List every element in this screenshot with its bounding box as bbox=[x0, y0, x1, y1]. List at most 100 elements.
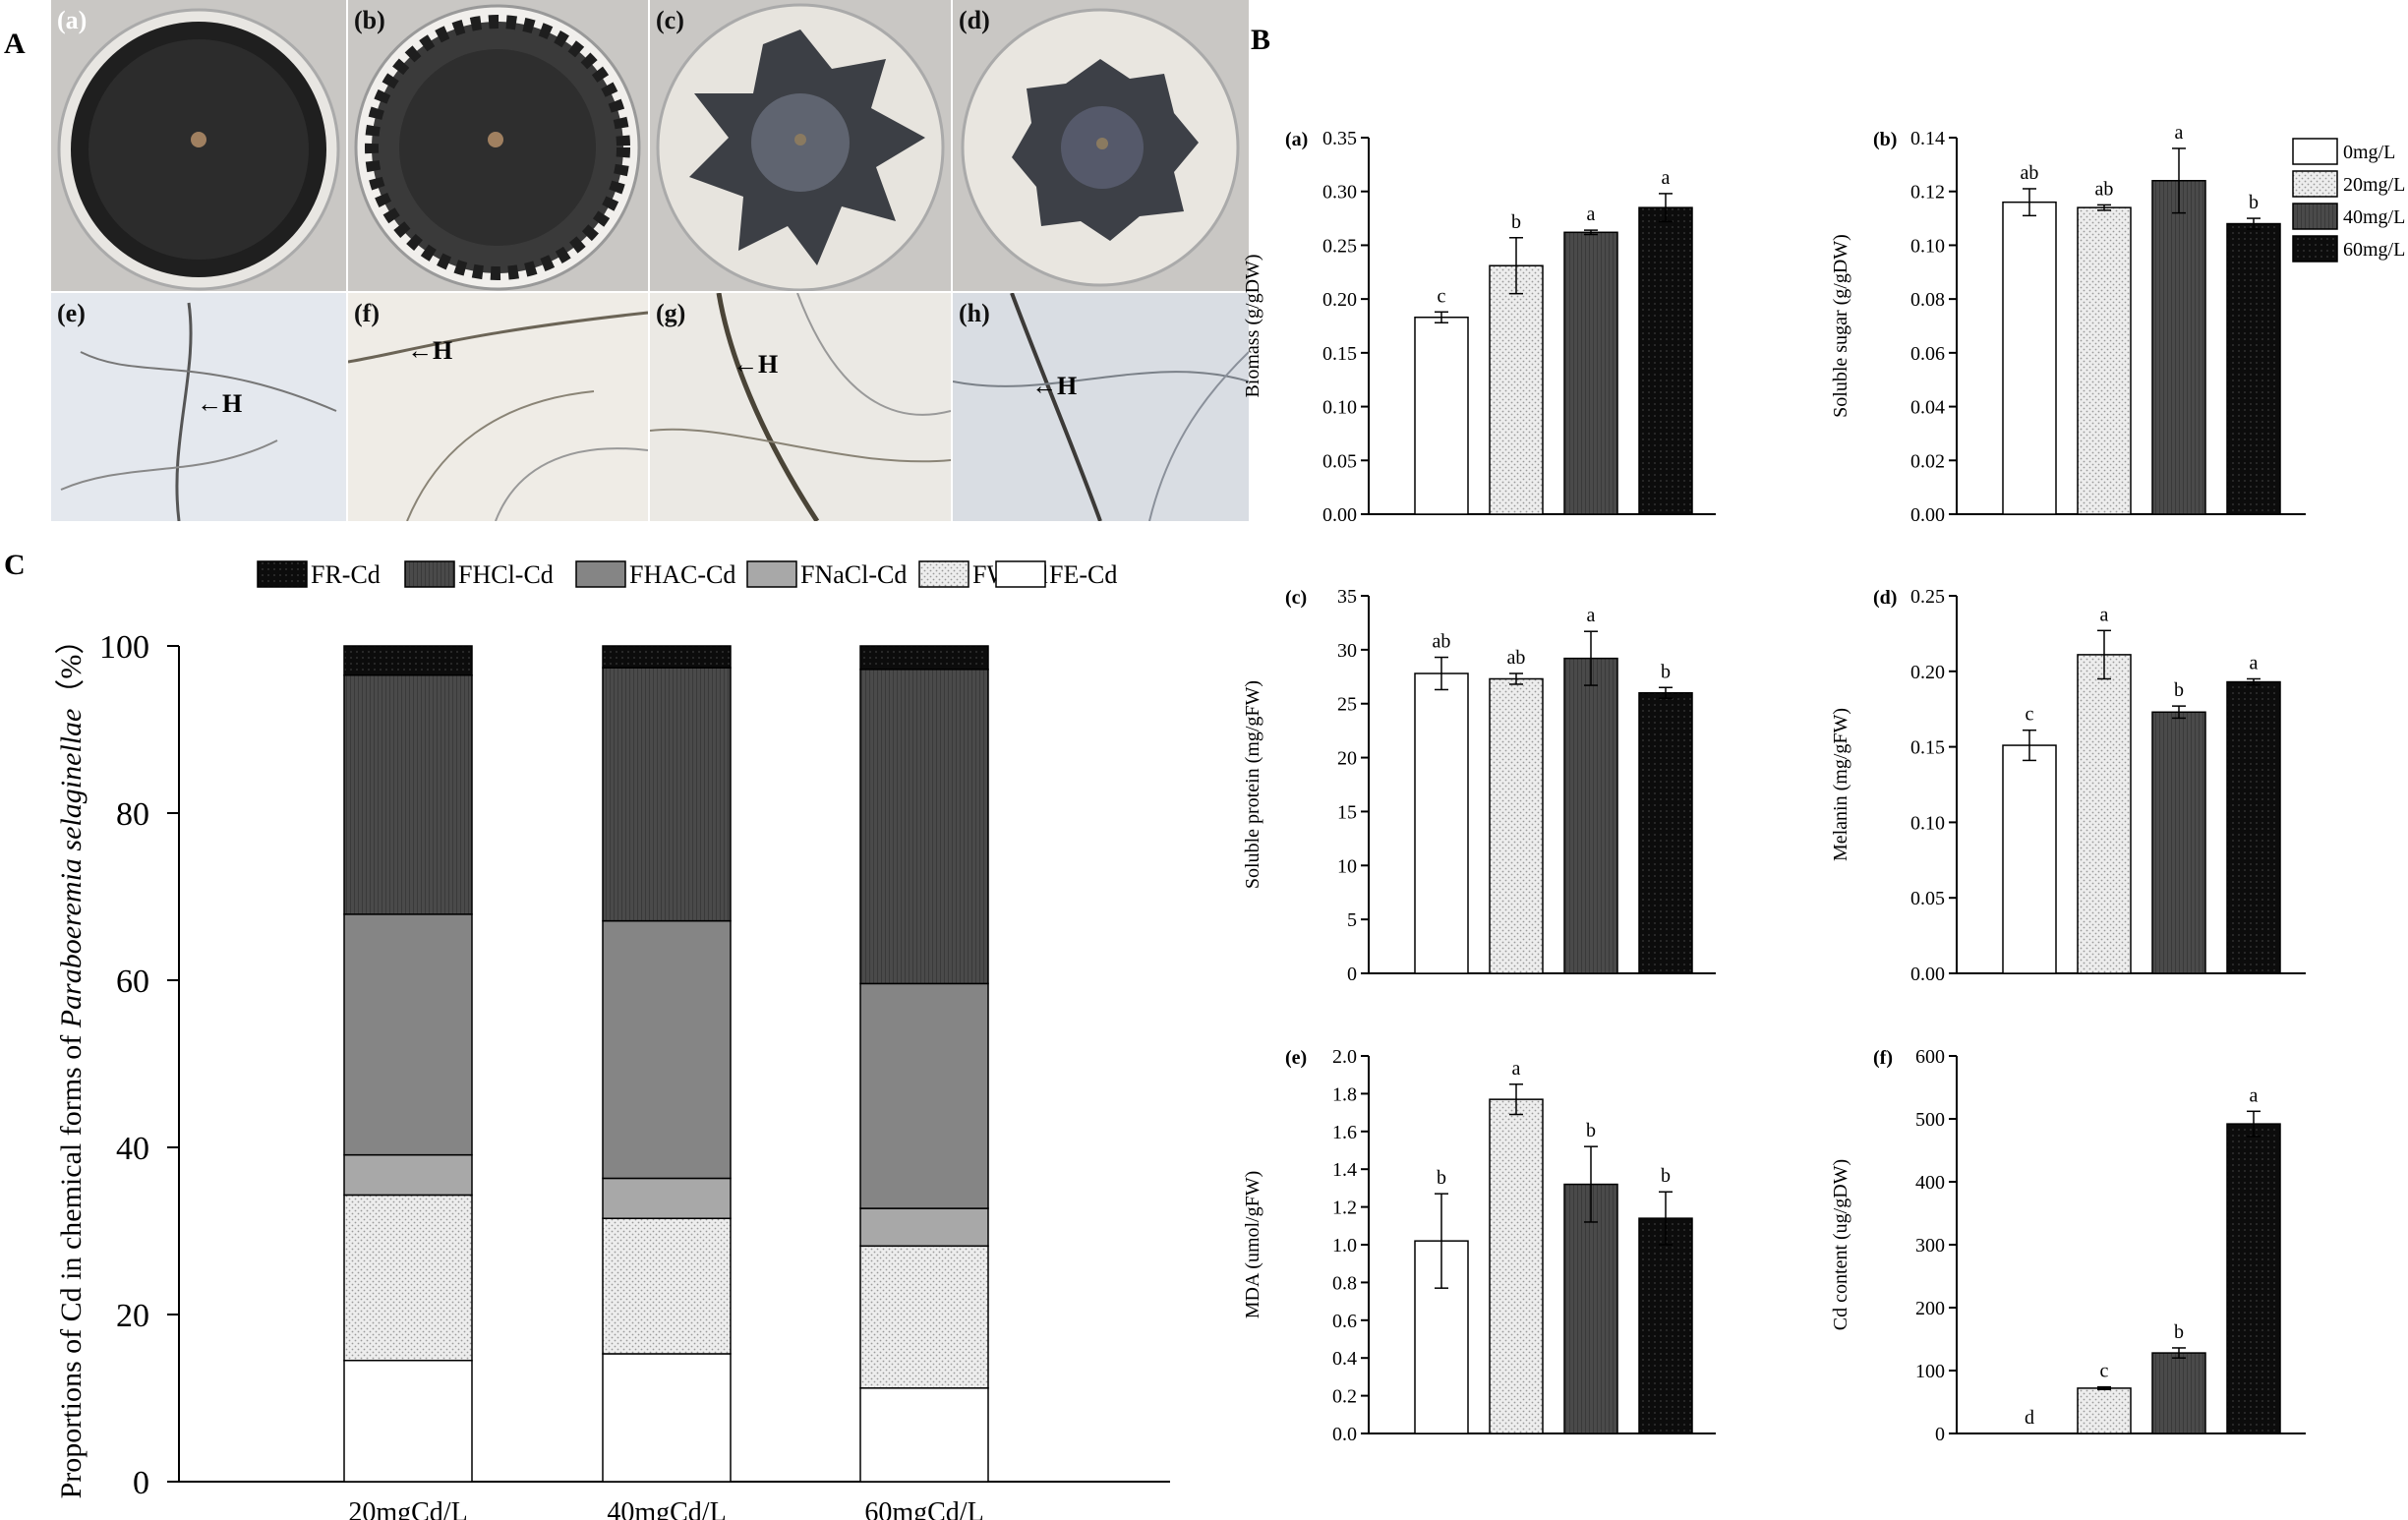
y-tick-label: 40 bbox=[116, 1131, 149, 1167]
y-tick-label: 0.20 bbox=[1910, 662, 1945, 683]
y-tick-label: 1.6 bbox=[1332, 1122, 1357, 1143]
hypha-arrow-g: ←H bbox=[733, 350, 779, 379]
plate-label-d: (d) bbox=[959, 6, 990, 34]
x-tick-label: 40mgCd/L bbox=[607, 1497, 726, 1520]
y-tick-label: 0.14 bbox=[1910, 128, 1945, 149]
y-tick-label: 0 bbox=[1347, 964, 1357, 985]
petri-plate-b: (b) bbox=[348, 0, 648, 291]
legend-swatch bbox=[2292, 203, 2338, 230]
chart-panel-label: (d) bbox=[1873, 587, 1897, 609]
petri-plate-a: (a) bbox=[51, 0, 346, 291]
legend-swatch bbox=[2292, 138, 2338, 165]
significance-letter: a bbox=[1512, 1058, 1521, 1080]
legend-label: 20mg/L bbox=[2343, 174, 2405, 196]
y-tick-label: 100 bbox=[1915, 1361, 1945, 1382]
y-tick-label: 0.04 bbox=[1910, 397, 1945, 419]
chart-panel-label: (b) bbox=[1873, 129, 1897, 150]
y-tick-label: 0.25 bbox=[1910, 586, 1945, 608]
micrograph-label-f: (f) bbox=[354, 299, 380, 327]
bar bbox=[2002, 744, 2057, 974]
significance-letter: a bbox=[1662, 167, 1671, 189]
micrograph-f-image bbox=[348, 293, 648, 521]
bar bbox=[1563, 1183, 1618, 1434]
legend-swatch bbox=[575, 560, 626, 588]
bar bbox=[1563, 657, 1618, 974]
legend-swatch bbox=[2292, 170, 2338, 198]
y-tick-label: 0.00 bbox=[1322, 504, 1357, 526]
bar bbox=[2151, 180, 2206, 515]
x-tick-label: 60mgCd/L bbox=[864, 1497, 983, 1520]
bar bbox=[1489, 677, 1544, 974]
y-tick-label: 1.4 bbox=[1332, 1159, 1357, 1181]
photo-panel: (a) (b) (c) (d) bbox=[51, 0, 1249, 521]
y-tick-label: 200 bbox=[1915, 1298, 1945, 1319]
significance-letter: b bbox=[1586, 1120, 1596, 1141]
y-tick-label: 0.20 bbox=[1322, 289, 1357, 311]
bar bbox=[1638, 206, 1693, 515]
y-tick-label: 600 bbox=[1915, 1046, 1945, 1068]
y-tick-label: 0.10 bbox=[1910, 235, 1945, 257]
micrograph-e-image bbox=[51, 293, 346, 521]
micrograph-label-g: (g) bbox=[656, 299, 686, 327]
y-tick-label: 30 bbox=[1337, 640, 1357, 662]
y-tick-label: 35 bbox=[1337, 586, 1357, 608]
bar bbox=[1638, 691, 1693, 974]
bar bbox=[2077, 206, 2132, 515]
y-axis-label: Melanin (mg/gFW) bbox=[1830, 708, 1851, 861]
y-tick-label: 0.00 bbox=[1910, 964, 1945, 985]
y-tick-label: 0.4 bbox=[1332, 1348, 1357, 1370]
significance-letter: c bbox=[2026, 704, 2034, 726]
y-tick-label: 0.25 bbox=[1322, 235, 1357, 257]
petri-plate-d: (d) bbox=[953, 0, 1249, 291]
y-tick-label: 0.12 bbox=[1910, 182, 1945, 204]
micrograph-h: (h) ←H bbox=[953, 293, 1249, 521]
plate-d-image bbox=[961, 8, 1240, 287]
y-tick-label: 0.02 bbox=[1910, 450, 1945, 472]
y-tick-label: 0.00 bbox=[1910, 504, 1945, 526]
bar bbox=[2077, 654, 2132, 974]
significance-letter: a bbox=[1587, 605, 1596, 626]
y-tick-label: 0.6 bbox=[1332, 1311, 1357, 1332]
micrograph-f: (f) ←H bbox=[348, 293, 648, 521]
legend-label: FHAC-Cd bbox=[629, 560, 735, 589]
x-tick-label: 20mgCd/L bbox=[348, 1497, 467, 1520]
bar bbox=[2077, 1387, 2132, 1434]
y-tick-label: 0.10 bbox=[1910, 812, 1945, 834]
stacked-segment bbox=[602, 1177, 732, 1219]
chart-panel-label: (f) bbox=[1873, 1047, 1893, 1069]
legend-swatch bbox=[2292, 235, 2338, 263]
stacked-segment bbox=[602, 645, 732, 669]
legend-swatch bbox=[918, 560, 969, 588]
y-tick-label: 500 bbox=[1915, 1109, 1945, 1131]
significance-letter: c bbox=[1438, 285, 1446, 307]
stacked-segment bbox=[602, 667, 732, 922]
y-tick-label: 0.30 bbox=[1322, 182, 1357, 204]
y-tick-label: 0.15 bbox=[1322, 343, 1357, 365]
y-axis-label: Soluble sugar (g/gDW) bbox=[1830, 234, 1851, 418]
y-tick-label: 0.15 bbox=[1910, 737, 1945, 759]
y-tick-label: 10 bbox=[1337, 855, 1357, 877]
plate-c-image bbox=[656, 3, 945, 291]
significance-letter: c bbox=[2100, 1361, 2109, 1382]
micrograph-e: (e) ←H bbox=[51, 293, 346, 521]
y-tick-label: 0.35 bbox=[1322, 128, 1357, 149]
stacked-segment bbox=[602, 919, 732, 1180]
stacked-segment bbox=[343, 1360, 473, 1483]
legend-swatch bbox=[746, 560, 797, 588]
stacked-segment bbox=[859, 1387, 989, 1483]
significance-letter: a bbox=[2250, 1084, 2259, 1106]
legend-label: FNaCl-Cd bbox=[800, 560, 907, 589]
significance-letter: ab bbox=[1507, 647, 1526, 669]
significance-letter: a bbox=[1587, 204, 1596, 225]
y-tick-label: 1.8 bbox=[1332, 1083, 1357, 1105]
bar bbox=[1563, 231, 1618, 515]
legend-swatch bbox=[404, 560, 455, 588]
stacked-segment bbox=[859, 1207, 989, 1248]
y-tick-label: 0 bbox=[1935, 1424, 1945, 1445]
y-tick-label: 15 bbox=[1337, 801, 1357, 823]
micrograph-g: (g) ←H bbox=[650, 293, 951, 521]
y-tick-label: 0.8 bbox=[1332, 1272, 1357, 1294]
y-axis-label: Biomass (g/gDW) bbox=[1242, 254, 1263, 397]
y-tick-label: 80 bbox=[116, 796, 149, 833]
significance-letter: a bbox=[2175, 122, 2184, 144]
